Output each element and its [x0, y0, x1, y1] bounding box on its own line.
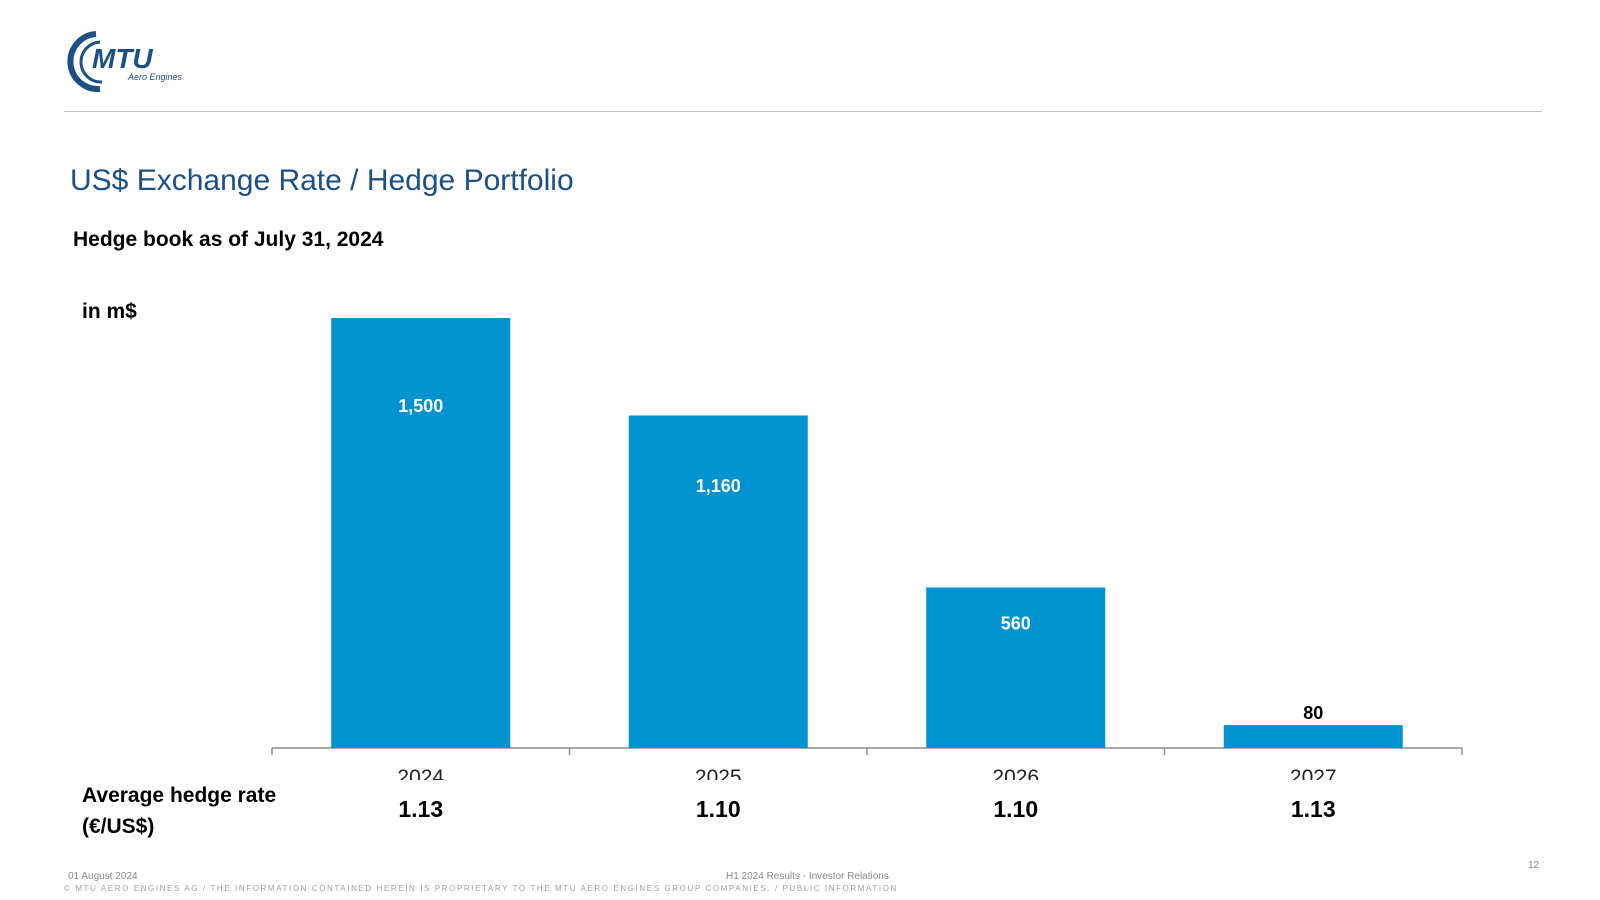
slide-title: US$ Exchange Rate / Hedge Portfolio — [70, 164, 574, 197]
hedge-rate-2027: 1.13 — [1290, 796, 1336, 822]
x-tick-label-2026: 2026 — [992, 766, 1039, 780]
slide-subtitle: Hedge book as of July 31, 2024 — [73, 228, 384, 251]
bar-value-label-2027: 80 — [1303, 703, 1323, 723]
bar-2026 — [926, 587, 1106, 748]
footer-legal: © MTU AERO ENGINES AG / THE INFORMATION … — [64, 884, 898, 893]
bar-2025 — [628, 415, 808, 748]
bar-2027 — [1223, 725, 1403, 748]
hedge-rate-2026: 1.10 — [993, 796, 1039, 822]
hedge-rate-2024: 1.13 — [398, 796, 444, 822]
bar-value-label-2025: 1,160 — [696, 476, 741, 496]
bar-value-label-2024: 1,500 — [398, 396, 443, 416]
unit-label: in m$ — [82, 300, 137, 323]
x-tick-label-2025: 2025 — [695, 766, 742, 780]
page-number: 12 — [1528, 860, 1540, 871]
logo-text: MTU — [92, 43, 153, 74]
hedge-book-chart: 1,500 2024 1,160 2025 560 2026 80 2027 — [271, 318, 1463, 780]
logo-subtext: Aero Engines — [127, 72, 183, 82]
bar-value-label-2026: 560 — [1001, 614, 1031, 634]
footer-date: 01 August 2024 — [68, 871, 138, 882]
x-tick-label-2027: 2027 — [1290, 766, 1337, 780]
avg-hedge-rate-label: Average hedge rate (€/US$) — [82, 784, 277, 838]
hedge-rate-2025: 1.10 — [695, 796, 741, 822]
bar-2024 — [331, 318, 511, 748]
mtu-logo: MTU Aero Engines — [66, 30, 196, 92]
footer-title: H1 2024 Results - Investor Relations — [726, 871, 889, 882]
header-divider — [64, 111, 1542, 112]
x-tick-label-2024: 2024 — [397, 766, 444, 780]
